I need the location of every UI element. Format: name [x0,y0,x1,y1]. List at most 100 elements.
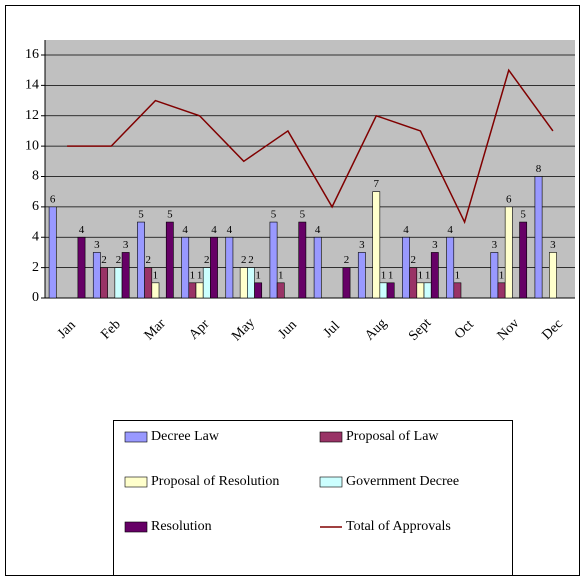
data-label: 3 [492,239,498,251]
bar [430,252,439,299]
data-label: 2 [248,254,254,266]
legend [113,420,513,576]
bar [210,236,218,299]
data-label: 4 [211,224,217,236]
bar [446,236,455,299]
y-tick-label: 2 [32,260,39,275]
legend-swatch [124,521,148,533]
y-tick-label: 4 [32,229,39,244]
data-label: 7 [374,178,380,190]
data-label: 5 [300,209,306,221]
bar [181,236,190,299]
data-label: 1 [499,269,505,281]
bar [497,282,506,299]
data-label: 1 [388,269,394,281]
data-label: 6 [506,193,512,205]
data-label: 3 [123,239,129,251]
data-label: 1 [255,269,261,281]
y-tick-label: 0 [32,290,39,305]
data-label: 2 [145,254,151,266]
bar [372,191,381,299]
bar [342,267,351,299]
legend-label: Decree Law [151,429,220,444]
data-label: 1 [197,269,203,281]
data-label: 4 [447,224,453,236]
data-label: 4 [182,224,188,236]
y-tick-label: 16 [25,47,39,62]
data-label: 2 [241,254,247,266]
data-label: 3 [432,239,438,251]
data-label: 1 [278,269,284,281]
bar [416,282,425,299]
bar [269,221,278,299]
legend-swatch [124,476,148,488]
bar [239,267,248,299]
data-label: 2 [344,254,350,266]
bar [247,267,255,299]
bar [254,282,263,299]
bar [225,236,234,299]
bar [195,282,204,299]
bar [165,221,174,299]
data-label: 4 [403,224,409,236]
bar [504,206,513,299]
data-label: 4 [79,224,85,236]
data-label: 1 [455,269,461,281]
data-label: 1 [190,269,196,281]
data-label: 5 [520,209,526,221]
bar [423,282,432,299]
data-label: 8 [536,163,542,175]
bar [549,252,557,299]
data-label: 4 [315,224,321,236]
data-label: 1 [153,269,159,281]
y-tick-label: 12 [25,108,39,123]
bar [114,267,123,299]
y-tick-label: 14 [25,78,39,93]
data-label: 5 [138,209,144,221]
bar [298,221,307,299]
bar [453,282,462,299]
bar [188,282,197,299]
bar [92,252,101,299]
legend-swatch [124,431,148,443]
data-label: 1 [418,269,424,281]
data-label: 3 [359,239,365,251]
legend-swatch [319,431,343,443]
bar [77,236,86,299]
bar [357,252,366,299]
bar [100,267,108,299]
legend-label: Proposal of Law [346,429,439,444]
bar [276,282,285,299]
bar [379,282,388,299]
bar [519,221,528,299]
legend-swatch [319,476,343,488]
legend-label: Government Decree [346,474,459,489]
bar [313,236,322,299]
data-label: 1 [381,269,387,281]
line [67,68,554,225]
data-label: 4 [227,224,233,236]
data-label: 2 [410,254,416,266]
data-label: 3 [94,239,100,251]
bar [202,267,211,299]
bar [144,267,153,299]
bar [151,282,160,299]
bar [534,176,543,299]
data-label: 6 [50,193,56,205]
data-label: 2 [101,254,107,266]
bar [137,221,145,299]
data-label: 1 [425,269,431,281]
legend-label: Proposal of Resolution [151,474,279,489]
data-label: 5 [167,209,173,221]
legend-label: Resolution [151,519,212,534]
y-tick-label: 10 [25,138,39,153]
y-tick-label: 6 [32,199,39,214]
data-label: 5 [271,209,277,221]
bar [48,206,57,299]
bar [386,282,395,299]
data-label: 3 [550,239,556,251]
data-label: 2 [116,254,122,266]
bar [409,267,418,299]
bar [121,252,130,299]
